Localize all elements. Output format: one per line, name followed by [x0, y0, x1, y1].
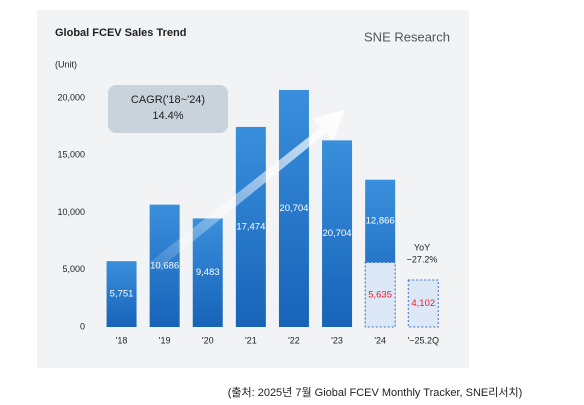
highlight-bar: [364, 261, 396, 328]
x-tick-label: '20: [202, 335, 214, 345]
cagr-box: [108, 85, 228, 133]
bar: [278, 89, 309, 327]
cagr-title: CAGR('18~'24): [131, 94, 205, 106]
bar-label: 9,483: [196, 267, 220, 278]
highlight-label: 4,102: [411, 298, 435, 309]
x-tick-label: '19: [159, 335, 171, 345]
chart-title: Global FCEV Sales Trend: [55, 27, 186, 39]
x-tick-label: '24: [374, 335, 386, 345]
x-tick-label: '~25.2Q: [408, 335, 440, 345]
bar-label: 12,866: [366, 216, 395, 227]
y-tick-label: 0: [80, 321, 85, 331]
y-tick-label: 10,000: [57, 207, 85, 217]
y-tick-label: 15,000: [57, 150, 85, 160]
bar: [322, 140, 353, 327]
highlight-label: 5,635: [368, 289, 392, 300]
cagr-value: 14.4%: [152, 110, 183, 122]
y-tick-label: 20,000: [57, 92, 85, 102]
bar-label: 17,474: [236, 221, 265, 232]
yoy-value: −27.2%: [407, 254, 438, 264]
bar-label: 20,704: [279, 203, 308, 214]
x-tick-label: '23: [331, 335, 343, 345]
x-tick-label: '18: [116, 335, 128, 345]
bar-label: 20,704: [323, 228, 352, 239]
bar-label: 10,686: [150, 260, 179, 271]
x-tick-label: '22: [288, 335, 300, 345]
bar-label: 5,751: [110, 289, 134, 300]
unit-label: (Unit): [55, 59, 77, 69]
yoy-title: YoY: [414, 242, 430, 252]
x-tick-label: '21: [245, 335, 257, 345]
trend-arrow: [150, 110, 345, 270]
bar: [106, 261, 137, 327]
source: (출처: 2025년 7월 Giobal FCEV Monthly Tracke…: [228, 386, 523, 399]
y-tick-label: 5,000: [62, 264, 85, 274]
highlight-bar: [407, 279, 439, 328]
bar: [235, 126, 266, 327]
brand: SNE Research: [364, 29, 450, 44]
